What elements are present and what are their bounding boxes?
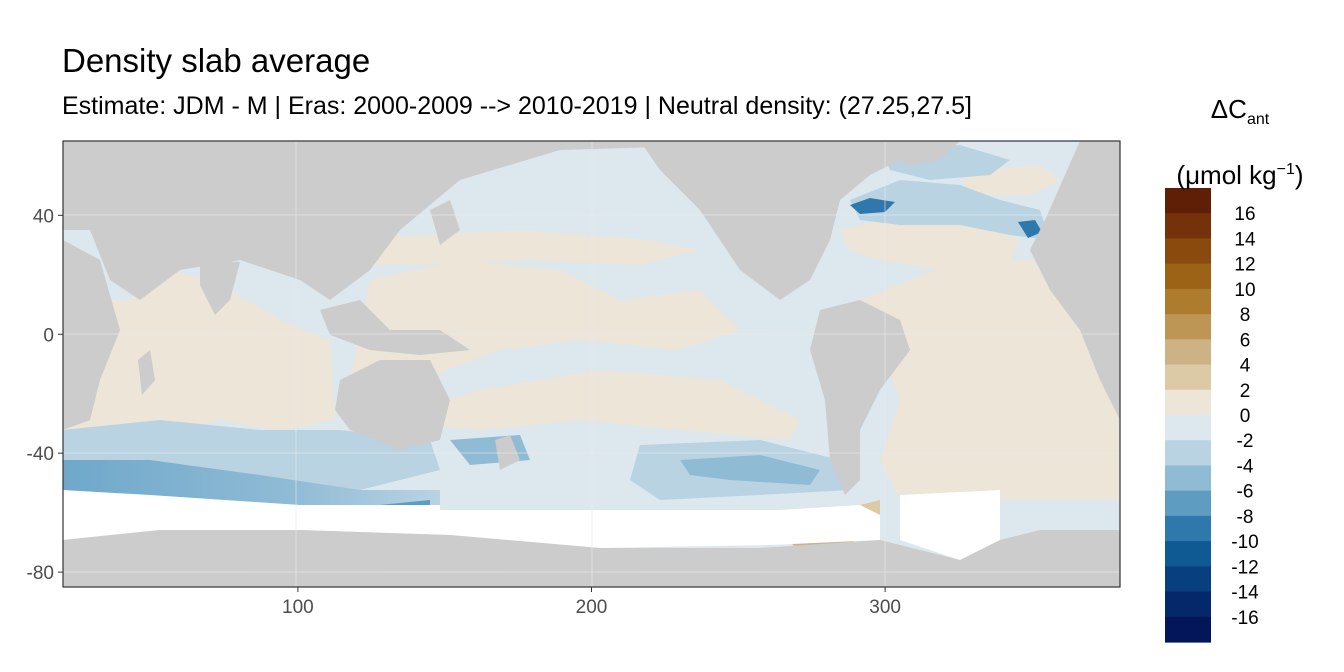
legend-color-step — [1165, 389, 1211, 416]
legend-break-label: 8 — [1240, 305, 1251, 326]
region-labrador-sea-strong — [850, 198, 895, 214]
legend-unit-prefix: (μmol kg — [1176, 160, 1277, 190]
region-indian-ocean-positive — [63, 270, 335, 440]
region-south-pacific-positive — [380, 370, 800, 440]
legend-color-step — [1165, 263, 1211, 290]
land-greenland — [880, 141, 960, 165]
legend-break-label: 16 — [1234, 204, 1255, 225]
legend-color-step — [1165, 314, 1211, 340]
legend-color-step — [1165, 440, 1211, 467]
legend-break-label: 6 — [1240, 330, 1251, 351]
land-madagascar — [138, 350, 155, 395]
region-west-pacific-positive — [350, 260, 740, 400]
legend-color-step — [1165, 339, 1211, 366]
legend-break-label: 4 — [1240, 356, 1251, 377]
region-southern-ocean-mid — [680, 455, 820, 485]
chart-subtitle: Estimate: JDM - M | Eras: 2000-2009 --> … — [62, 92, 972, 120]
region-missing-southern — [63, 490, 880, 548]
legend-color-step — [1165, 415, 1211, 441]
legend-break-label: 14 — [1234, 229, 1256, 250]
y-tick-label: 40 — [33, 206, 54, 227]
legend-color-step — [1165, 515, 1211, 542]
legend-break-label: -10 — [1231, 532, 1258, 553]
land-india — [200, 260, 240, 315]
legend-color-step — [1165, 566, 1211, 593]
legend-break-label: 10 — [1234, 280, 1255, 301]
legend-break-label: 0 — [1240, 406, 1251, 427]
legend-break-label: -4 — [1237, 456, 1254, 477]
legend-break-label: -6 — [1237, 482, 1254, 503]
region-north-pacific-positive — [330, 230, 700, 265]
land-maritime-continent — [320, 300, 470, 355]
legend-unit-sup: −1 — [1276, 161, 1295, 178]
legend-color-step — [1165, 188, 1211, 214]
legend-symbol: ΔCant — [1150, 84, 1330, 145]
legend-color-step — [1165, 490, 1211, 517]
region-north-atlantic-negative — [850, 180, 1050, 240]
land-africa-west — [63, 240, 120, 430]
legend-color-step — [1165, 238, 1211, 265]
land-africa-east — [1030, 141, 1120, 420]
legend-color-step — [1165, 541, 1211, 567]
legend-color-step — [1165, 364, 1211, 391]
region-south-atlantic-positive — [860, 260, 1120, 500]
region-mediterranean-outflow-strong — [1018, 220, 1042, 238]
legend-unit-suffix: ) — [1294, 160, 1304, 190]
legend-subscript: ant — [1246, 111, 1270, 128]
legend-title: ΔCant (μmol kg−1) — [1150, 84, 1330, 200]
legend-break-label: 2 — [1240, 381, 1251, 402]
land-north-america — [640, 141, 900, 300]
legend-labels: 16 14 12 10 8 6 4 2 0 -2 -4 -6 -8 -10 -12 -14 -16 — [1231, 204, 1259, 629]
legend-delta-c: ΔC — [1210, 94, 1247, 124]
legend-break-label: -8 — [1237, 507, 1254, 528]
legend-break-label: -16 — [1231, 608, 1258, 629]
legend-break-label: -12 — [1231, 557, 1258, 578]
legend-color-step — [1165, 288, 1211, 315]
legend-break-label: 12 — [1234, 255, 1255, 276]
land-eurasia — [63, 141, 860, 300]
legend-break-label: -14 — [1231, 583, 1259, 604]
legend-colorbar — [1165, 188, 1211, 643]
legend-color-step — [1165, 213, 1211, 240]
legend-color-step — [1165, 591, 1211, 618]
region-missing-se-pacific — [900, 490, 1000, 560]
legend-color-step — [1165, 465, 1211, 492]
x-tick-label: 300 — [869, 597, 901, 618]
x-tick-label: 200 — [576, 597, 608, 618]
legend-color-step — [1165, 616, 1211, 643]
land-japan — [430, 200, 460, 245]
y-tick-label: -40 — [27, 444, 54, 465]
chart-title: Density slab average — [62, 42, 371, 79]
y-tick-label: -80 — [27, 563, 54, 584]
gridlines — [63, 141, 1120, 587]
land-australia — [335, 360, 450, 450]
legend-unit: (μmol kg−1) — [1150, 145, 1330, 200]
legend-break-label: -2 — [1237, 431, 1254, 452]
x-tick-label: 100 — [282, 597, 314, 618]
map-panel — [63, 141, 1120, 587]
y-tick-label: 0 — [43, 325, 54, 346]
